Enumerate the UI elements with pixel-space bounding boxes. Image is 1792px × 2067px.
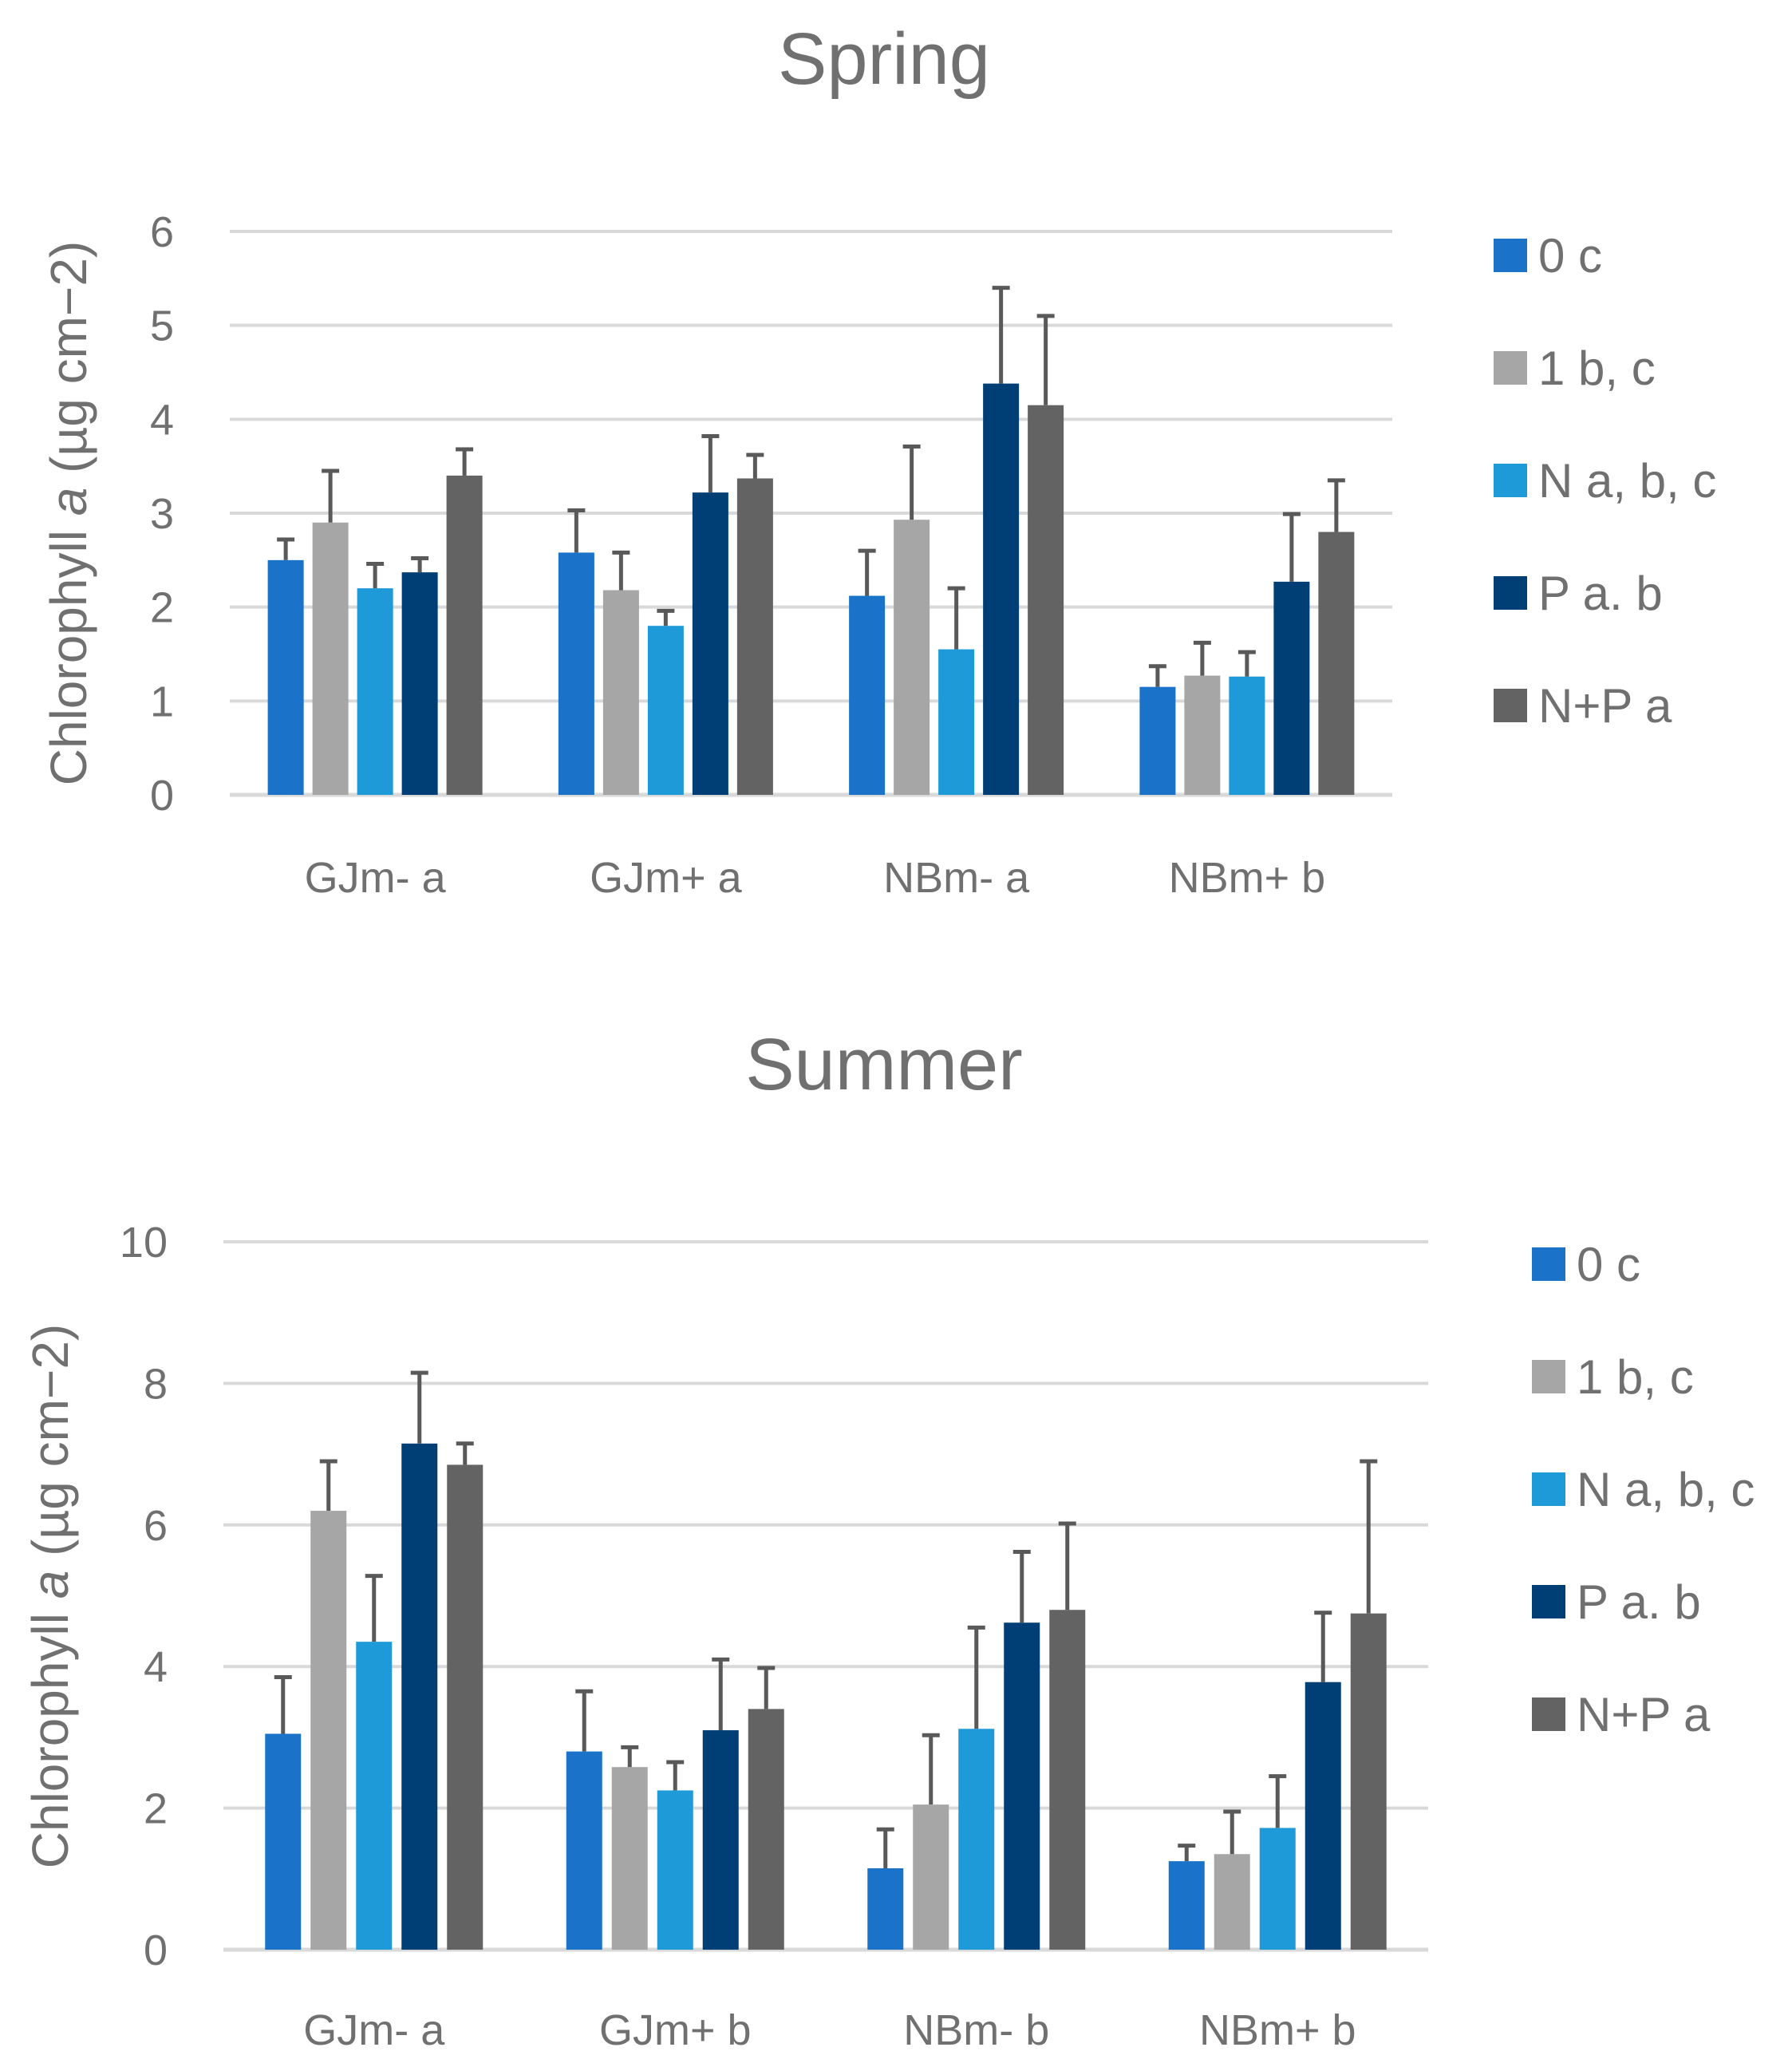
bar: [357, 588, 393, 795]
y-tick-label: 10: [120, 1219, 168, 1267]
legend-swatch: [1494, 351, 1527, 385]
x-tick-label: GJm- a: [303, 2006, 445, 2054]
bar: [913, 1804, 949, 1950]
y-axis-label: Chlorophyll a (µg cm−2): [40, 241, 97, 785]
bar: [958, 1729, 995, 1950]
x-tick-label: NBm+ b: [1169, 854, 1326, 902]
legend-label: P a. b: [1577, 1575, 1701, 1629]
legend-swatch: [1494, 464, 1527, 497]
legend-label: N a, b, c: [1538, 454, 1716, 508]
legend-label: 0 c: [1538, 229, 1602, 283]
bar: [702, 1730, 739, 1950]
legend-label: N+P a: [1538, 679, 1672, 733]
y-tick-label: 3: [150, 490, 174, 538]
bar: [447, 1464, 484, 1950]
legend-swatch: [1494, 689, 1527, 722]
bar: [401, 1443, 438, 1950]
legend-label: N a, b, c: [1577, 1463, 1755, 1516]
bar: [894, 520, 930, 795]
bar: [265, 1733, 302, 1950]
bar: [1305, 1682, 1341, 1950]
x-tick-label: NBm+ b: [1199, 2006, 1356, 2054]
bar: [1139, 686, 1176, 795]
bar: [1004, 1622, 1040, 1950]
bar: [602, 590, 639, 795]
bar: [558, 552, 594, 795]
bar: [647, 626, 684, 795]
y-tick-label: 6: [150, 208, 174, 256]
y-tick-label: 2: [150, 584, 174, 632]
bar: [1273, 581, 1310, 795]
bar: [736, 478, 773, 795]
bar: [1350, 1613, 1387, 1950]
bar: [356, 1642, 393, 1950]
bar: [310, 1511, 347, 1950]
bar: [1214, 1854, 1250, 1950]
bar: [446, 475, 483, 795]
bar: [1168, 1861, 1205, 1950]
bar: [983, 383, 1020, 795]
x-tick-label: NBm- a: [883, 854, 1030, 902]
legend-swatch: [1532, 1585, 1565, 1618]
legend-label: P a. b: [1538, 567, 1663, 620]
bar: [692, 492, 728, 795]
bar: [1049, 1610, 1086, 1950]
bar: [849, 595, 886, 795]
legend-label: 0 c: [1577, 1238, 1640, 1291]
y-axis-label-part: Chlorophyll: [40, 516, 97, 785]
y-tick-label: 5: [150, 302, 174, 350]
bar: [566, 1751, 602, 1950]
bar: [748, 1709, 784, 1950]
y-axis-label-part: a: [22, 1571, 79, 1599]
y-tick-label: 0: [150, 772, 174, 820]
bar: [867, 1867, 904, 1950]
chart-title: Summer: [745, 1024, 1023, 1105]
x-tick-label: NBm- b: [903, 2006, 1049, 2054]
chart-title: Spring: [778, 18, 990, 100]
bar: [1229, 676, 1265, 795]
y-tick-label: 4: [150, 396, 174, 444]
legend-swatch: [1494, 239, 1527, 272]
bar: [611, 1767, 648, 1950]
y-tick-label: 2: [144, 1785, 168, 1833]
legend-swatch: [1494, 576, 1527, 610]
x-tick-label: GJm- a: [305, 854, 447, 902]
y-axis-label-part: a: [40, 488, 97, 516]
chart-spring: Spring 0 1 2 3 4 5 6 Chlorophyll a (µg cm−2) GJm…: [40, 18, 1716, 902]
legend-label: 1 b, c: [1577, 1350, 1694, 1404]
y-axis-label-part: Chlorophyll: [22, 1599, 79, 1868]
y-axis-label-part: (µg cm−2): [22, 1324, 79, 1571]
bar: [1318, 532, 1355, 795]
bar: [401, 572, 438, 795]
y-tick-label: 1: [150, 678, 174, 725]
bar: [267, 559, 304, 795]
x-tick-label: GJm+ a: [590, 854, 743, 902]
y-tick-label: 0: [144, 1927, 168, 1974]
chart-summer: Summer 0 2 4 6 8 10 Chlorophyll a (µg cm−2) GJm…: [22, 1024, 1755, 2054]
y-axis-label: Chlorophyll a (µg cm−2): [22, 1324, 79, 1868]
legend-label: N+P a: [1577, 1688, 1711, 1741]
legend-label: 1 b, c: [1538, 342, 1656, 395]
bar: [312, 522, 349, 795]
legend-swatch: [1532, 1697, 1565, 1731]
y-axis-label-part: (µg cm−2): [40, 241, 97, 488]
y-tick-label: 6: [144, 1502, 168, 1550]
bar: [657, 1790, 693, 1950]
bar: [1259, 1828, 1296, 1950]
bar: [938, 649, 975, 795]
legend-swatch: [1532, 1360, 1565, 1393]
y-tick-label: 8: [144, 1360, 168, 1408]
legend-swatch: [1532, 1472, 1565, 1506]
bar: [1028, 405, 1064, 795]
y-tick-label: 4: [144, 1643, 168, 1691]
bar: [1184, 675, 1221, 795]
legend-swatch: [1532, 1247, 1565, 1281]
x-tick-label: GJm+ b: [599, 2006, 752, 2054]
